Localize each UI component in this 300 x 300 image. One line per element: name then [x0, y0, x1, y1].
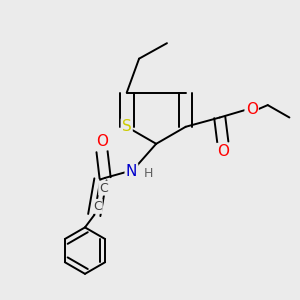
Text: C: C: [99, 182, 108, 195]
Text: H: H: [144, 167, 153, 180]
Text: N: N: [126, 164, 137, 179]
Text: O: O: [96, 134, 108, 149]
Text: S: S: [122, 119, 132, 134]
Text: O: O: [246, 102, 258, 117]
Text: O: O: [217, 144, 229, 159]
Text: C: C: [93, 200, 102, 213]
